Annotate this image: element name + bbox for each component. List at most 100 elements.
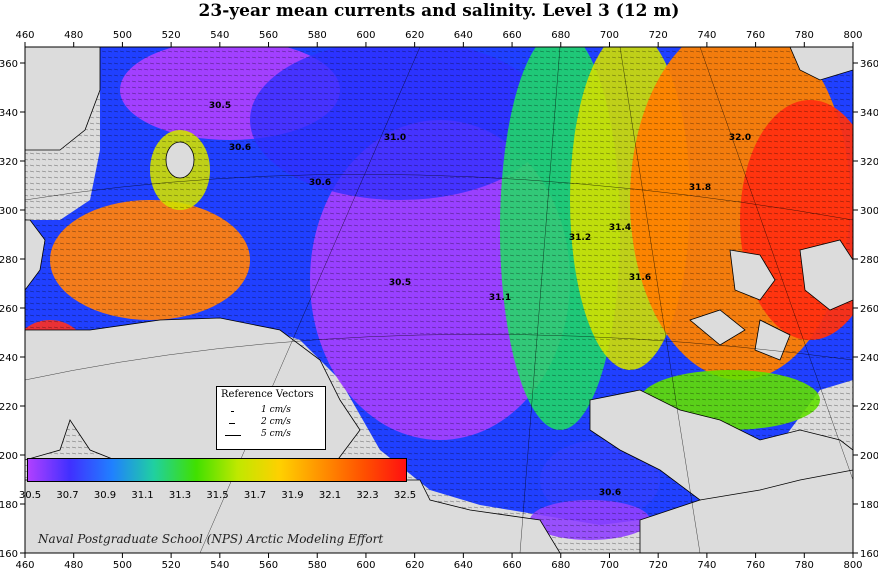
land-island-north xyxy=(25,47,101,151)
y-tick-label-right: 160 xyxy=(860,549,878,560)
colorbar-tick-label: 31.7 xyxy=(243,490,267,501)
y-tick-label-right: 360 xyxy=(860,59,878,70)
x-tick-label-top: 760 xyxy=(746,30,765,41)
x-tick-label-top: 600 xyxy=(356,30,375,41)
y-tick-label-left: 260 xyxy=(0,304,18,315)
x-tick-label-top: 800 xyxy=(843,30,862,41)
y-tick-label-left: 300 xyxy=(0,206,18,217)
y-tick-label-right: 340 xyxy=(860,108,878,119)
contour-label: 31.0 xyxy=(384,133,406,143)
credit-text: Naval Postgraduate School (NPS) Arctic M… xyxy=(38,532,384,546)
y-tick-label-right: 260 xyxy=(860,304,878,315)
y-tick-label-left: 200 xyxy=(0,451,18,462)
salinity-colorbar xyxy=(27,458,407,482)
contour-label: 32.0 xyxy=(729,133,751,143)
colorbar-tick-label: 31.5 xyxy=(206,490,229,501)
island-west-eddy xyxy=(165,141,195,179)
x-tick-label-bottom: 640 xyxy=(454,560,473,571)
x-tick-label-bottom: 620 xyxy=(405,560,424,571)
reference-vectors-legend: Reference Vectors 1 cm/s 2 cm/s 5 cm/s xyxy=(216,386,326,450)
x-tick-label-top: 720 xyxy=(649,30,668,41)
x-tick-label-bottom: 680 xyxy=(551,560,570,571)
y-tick-label-left: 320 xyxy=(0,157,18,168)
x-tick-label-top: 740 xyxy=(697,30,716,41)
x-tick-label-bottom: 600 xyxy=(356,560,375,571)
colorbar-tick-label: 32.3 xyxy=(356,490,379,501)
contour-label: 30.6 xyxy=(309,178,331,188)
y-tick-label-left: 180 xyxy=(0,500,18,511)
x-tick-label-bottom: 540 xyxy=(210,560,229,571)
land-northeast xyxy=(789,47,853,81)
x-tick-label-top: 640 xyxy=(454,30,473,41)
contour-label: 31.4 xyxy=(609,223,631,233)
y-tick-label-right: 220 xyxy=(860,402,878,413)
contour-label: 30.5 xyxy=(209,101,231,111)
y-tick-label-left: 220 xyxy=(0,402,18,413)
colorbar-tick-label: 32.5 xyxy=(393,490,417,501)
y-tick-label-right: 320 xyxy=(860,157,878,168)
y-tick-label-left: 280 xyxy=(0,255,18,266)
y-tick-label-right: 180 xyxy=(860,500,878,511)
colorbar-tick-label: 30.7 xyxy=(56,490,79,501)
contour-label: 30.5 xyxy=(389,278,411,288)
x-tick-label-bottom: 560 xyxy=(259,560,278,571)
x-tick-label-bottom: 660 xyxy=(503,560,522,571)
y-tick-label-right: 280 xyxy=(860,255,878,266)
legend-vector-2 xyxy=(229,423,235,424)
y-axis-left: 360 340 320 300 280 260 240 220 200 180 160 xyxy=(0,59,25,560)
x-tick-label-top: 480 xyxy=(64,30,83,41)
contour-labels: 30.5 30.6 30.6 31.0 31.2 31.4 30.5 31.1 30.6 31.8… xyxy=(209,101,751,498)
land-southeast-coast xyxy=(589,389,853,501)
y-axis-right: 360 340 320 300 280 260 240 220 200 180 160 xyxy=(853,59,878,560)
legend-label-1: 1 cm/s xyxy=(261,405,291,415)
contour-label: 31.8 xyxy=(689,183,711,193)
colorbar-tick-label: 30.5 xyxy=(18,490,42,501)
contour-label: 31.2 xyxy=(569,233,591,243)
colorbar-tick-label: 31.3 xyxy=(168,490,192,501)
x-axis-top: 460 480 500 520 540 560 580 600 620 640 660 680 700 7… xyxy=(15,30,863,47)
contour-label: 30.6 xyxy=(599,488,621,498)
x-tick-label-top: 780 xyxy=(795,30,814,41)
legend-label-2: 2 cm/s xyxy=(261,417,291,427)
colorbar-tick-label: 32.1 xyxy=(318,490,342,501)
y-tick-label-left: 360 xyxy=(0,59,18,70)
x-tick-label-bottom: 700 xyxy=(600,560,619,571)
x-tick-label-top: 660 xyxy=(503,30,522,41)
x-tick-label-bottom: 760 xyxy=(746,560,765,571)
x-tick-label-bottom: 520 xyxy=(162,560,181,571)
y-tick-label-right: 240 xyxy=(860,353,878,364)
x-axis-bottom: 460 480 500 520 540 560 580 600 620 640 660 680 700 7… xyxy=(15,553,863,571)
x-tick-label-top: 500 xyxy=(113,30,132,41)
x-tick-label-top: 700 xyxy=(600,30,619,41)
y-tick-label-left: 340 xyxy=(0,108,18,119)
plot-frame xyxy=(24,46,854,554)
colorbar-tick-label: 31.9 xyxy=(281,490,304,501)
x-tick-label-top: 680 xyxy=(551,30,570,41)
y-tick-label-right: 300 xyxy=(860,206,878,217)
x-tick-label-bottom: 800 xyxy=(843,560,862,571)
x-tick-label-bottom: 720 xyxy=(649,560,668,571)
x-tick-label-bottom: 460 xyxy=(15,560,34,571)
contour-label: 31.1 xyxy=(489,293,511,303)
land-southwest xyxy=(25,479,561,553)
x-tick-label-bottom: 580 xyxy=(308,560,327,571)
legend-vector-5 xyxy=(225,435,241,436)
x-tick-label-top: 520 xyxy=(162,30,181,41)
x-tick-label-bottom: 500 xyxy=(113,560,132,571)
y-tick-label-right: 200 xyxy=(860,451,878,462)
graticule xyxy=(24,46,854,554)
x-tick-label-top: 540 xyxy=(210,30,229,41)
y-tick-label-left: 160 xyxy=(0,549,18,560)
land-island-west xyxy=(25,219,46,291)
colorbar-tick-label: 31.1 xyxy=(131,490,154,501)
contour-label: 30.6 xyxy=(229,143,251,153)
x-tick-label-bottom: 740 xyxy=(697,560,716,571)
x-tick-label-top: 580 xyxy=(308,30,327,41)
legend-label-5: 5 cm/s xyxy=(261,429,291,439)
x-tick-label-top: 620 xyxy=(405,30,424,41)
x-tick-label-bottom: 780 xyxy=(795,560,814,571)
legend-title: Reference Vectors xyxy=(221,389,314,400)
x-tick-label-top: 560 xyxy=(259,30,278,41)
colorbar-tick-label: 30.9 xyxy=(93,490,117,501)
